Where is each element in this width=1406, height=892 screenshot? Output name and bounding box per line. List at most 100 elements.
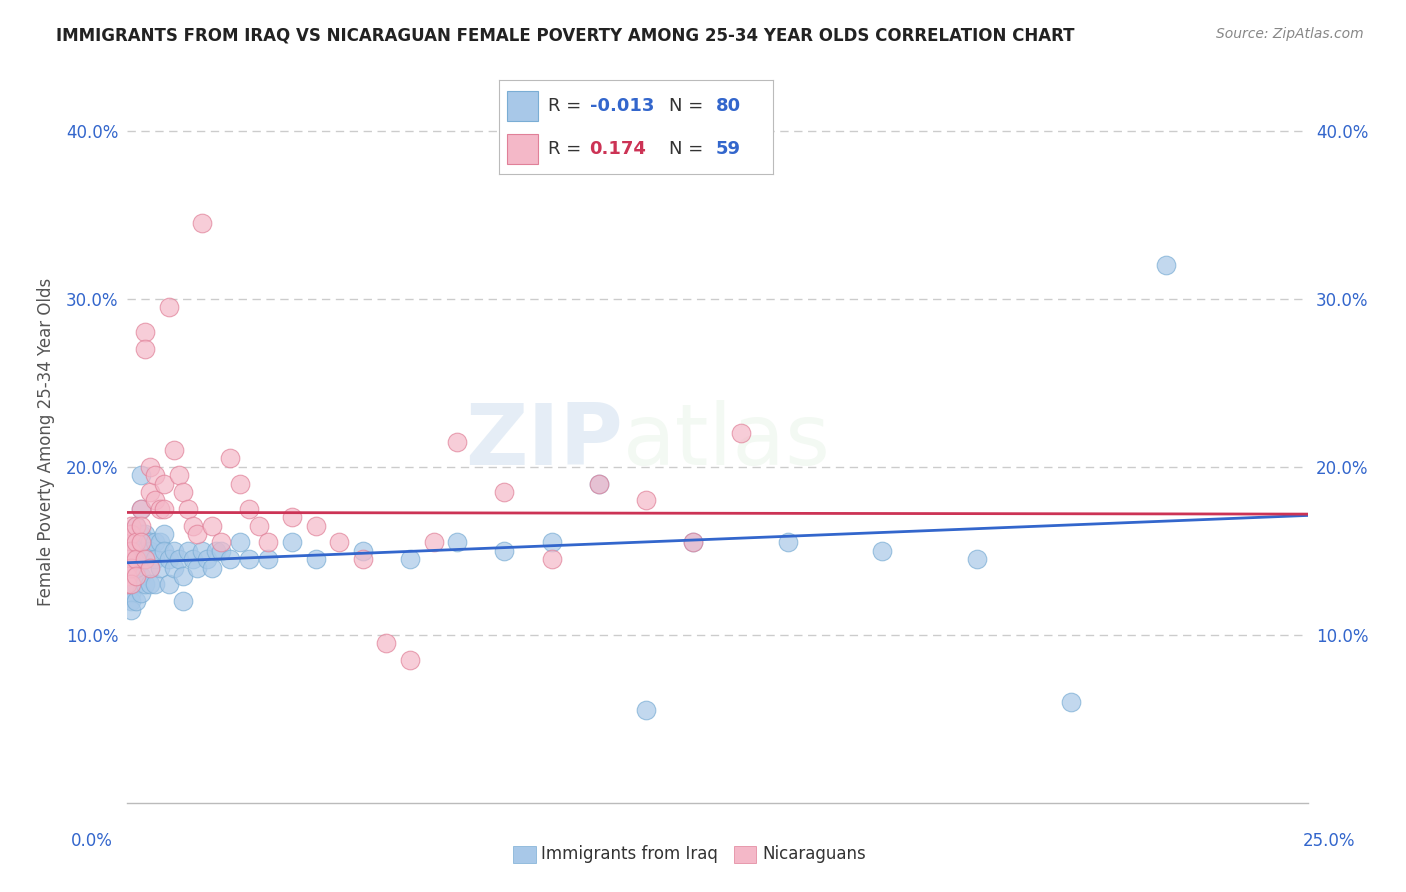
Point	[129, 535, 152, 549]
Point	[143, 577, 166, 591]
Point	[153, 476, 176, 491]
Point	[172, 569, 194, 583]
Point	[125, 518, 148, 533]
Point	[139, 543, 162, 558]
Text: 0.174: 0.174	[589, 140, 647, 158]
Point	[1154, 258, 1177, 272]
Point	[229, 476, 252, 491]
Point	[129, 535, 152, 549]
Point	[304, 518, 326, 533]
Point	[120, 569, 142, 583]
Point	[195, 552, 218, 566]
Point	[115, 552, 138, 566]
Point	[125, 552, 148, 566]
Point	[209, 543, 232, 558]
Point	[238, 501, 260, 516]
Point	[375, 636, 398, 650]
Y-axis label: Female Poverty Among 25-34 Year Olds: Female Poverty Among 25-34 Year Olds	[37, 277, 55, 606]
Text: Immigrants from Iraq: Immigrants from Iraq	[541, 845, 718, 863]
Point	[149, 535, 172, 549]
Point	[125, 535, 148, 549]
Point	[494, 543, 516, 558]
Point	[129, 468, 152, 483]
Point	[115, 535, 138, 549]
Text: atlas: atlas	[623, 400, 831, 483]
Point	[588, 476, 610, 491]
Point	[115, 560, 138, 574]
Point	[120, 552, 142, 566]
Point	[139, 459, 162, 474]
Point	[186, 560, 208, 574]
Point	[120, 577, 142, 591]
Point	[257, 535, 280, 549]
Point	[125, 535, 148, 549]
Point	[129, 501, 152, 516]
Point	[776, 535, 799, 549]
Point	[191, 216, 214, 230]
Point	[115, 586, 138, 600]
Point	[181, 518, 204, 533]
Point	[177, 501, 200, 516]
Point	[143, 535, 166, 549]
Point	[157, 300, 180, 314]
Point	[636, 703, 658, 717]
Point	[446, 434, 468, 449]
Point	[129, 586, 152, 600]
Point	[399, 653, 422, 667]
Point	[153, 527, 176, 541]
Point	[149, 501, 172, 516]
Point	[281, 535, 304, 549]
FancyBboxPatch shape	[513, 846, 536, 863]
Point	[115, 560, 138, 574]
Point	[172, 594, 194, 608]
FancyBboxPatch shape	[734, 846, 756, 863]
Point	[139, 485, 162, 500]
Point	[125, 518, 148, 533]
Point	[540, 535, 562, 549]
Point	[163, 543, 186, 558]
Point	[730, 426, 752, 441]
FancyBboxPatch shape	[508, 91, 537, 120]
Point	[115, 543, 138, 558]
Point	[219, 552, 242, 566]
Point	[157, 552, 180, 566]
Point	[120, 543, 142, 558]
Point	[134, 342, 156, 356]
Point	[134, 326, 156, 340]
Point	[134, 527, 156, 541]
Point	[172, 485, 194, 500]
Text: IMMIGRANTS FROM IRAQ VS NICARAGUAN FEMALE POVERTY AMONG 25-34 YEAR OLDS CORRELAT: IMMIGRANTS FROM IRAQ VS NICARAGUAN FEMAL…	[56, 27, 1074, 45]
Text: ZIP: ZIP	[465, 400, 623, 483]
Point	[125, 577, 148, 591]
Point	[120, 577, 142, 591]
Point	[129, 518, 152, 533]
Point	[125, 543, 148, 558]
Point	[115, 552, 138, 566]
Point	[139, 535, 162, 549]
Point	[115, 577, 138, 591]
Text: 25.0%: 25.0%	[1302, 831, 1355, 849]
Point	[134, 552, 156, 566]
Point	[328, 535, 350, 549]
Point	[157, 577, 180, 591]
Point	[120, 518, 142, 533]
Point	[125, 569, 148, 583]
Text: R =: R =	[548, 96, 588, 114]
Point	[872, 543, 894, 558]
Text: N =: N =	[669, 140, 709, 158]
Point	[139, 560, 162, 574]
Point	[186, 527, 208, 541]
FancyBboxPatch shape	[508, 134, 537, 163]
Point	[177, 543, 200, 558]
Point	[304, 552, 326, 566]
Point	[181, 552, 204, 566]
Point	[115, 543, 138, 558]
Point	[139, 577, 162, 591]
Point	[153, 501, 176, 516]
Point	[120, 527, 142, 541]
Point	[125, 552, 148, 566]
Text: 80: 80	[716, 96, 741, 114]
Point	[129, 569, 152, 583]
Point	[163, 442, 186, 457]
Point	[540, 552, 562, 566]
